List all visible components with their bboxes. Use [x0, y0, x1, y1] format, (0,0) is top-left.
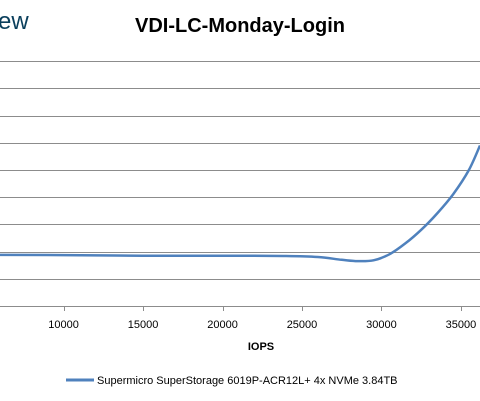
series-line — [0, 144, 480, 263]
x-axis-label: IOPS — [248, 341, 274, 353]
chart-title: VDI-LC-Monday-Login — [135, 15, 345, 37]
logo-fragment: ew — [0, 8, 29, 35]
x-tick-label-1: 15000 — [128, 319, 159, 331]
legend-label: Supermicro SuperStorage 6019P-ACR12L+ 4x… — [97, 375, 398, 387]
x-axis-ticks: 10000 15000 20000 25000 30000 35000 — [48, 306, 476, 331]
gridlines — [0, 61, 480, 280]
x-tick-label-0: 10000 — [48, 319, 79, 331]
legend: Supermicro SuperStorage 6019P-ACR12L+ 4x… — [66, 375, 398, 387]
x-tick-label-4: 30000 — [366, 319, 397, 331]
x-tick-label-3: 25000 — [287, 319, 318, 331]
x-tick-label-2: 20000 — [207, 319, 238, 331]
x-tick-label-5: 35000 — [446, 319, 477, 331]
